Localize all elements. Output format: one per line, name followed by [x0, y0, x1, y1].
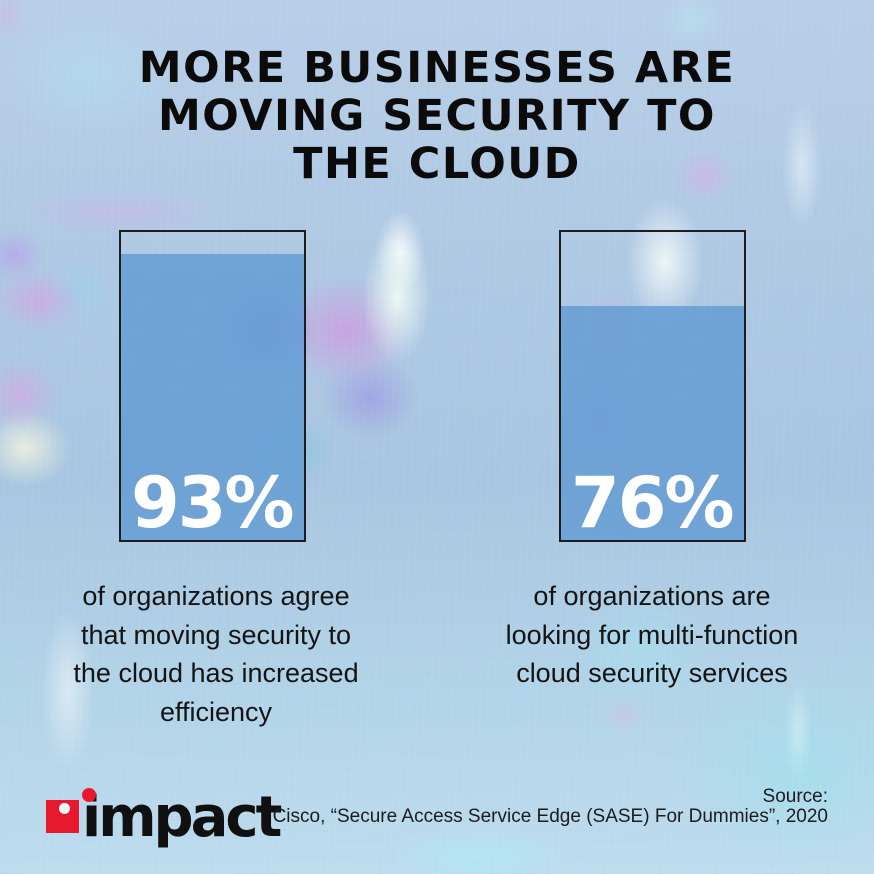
caption-line: looking for multi-function: [505, 619, 799, 650]
bar-fill-76: 76%: [561, 305, 744, 544]
caption-line: efficiency: [159, 696, 273, 727]
title-line: MOVING SECURITY TO: [158, 91, 716, 141]
bar-caption-76: of organizations are looking for multi-f…: [479, 577, 825, 693]
source-reference: Cisco, “Secure Access Service Edge (SASE…: [272, 806, 828, 827]
caption-line: the cloud has increased: [73, 658, 359, 688]
source-citation: Source: Cisco, “Secure Access Service Ed…: [273, 787, 828, 827]
bar-organizations-looking: 76%: [559, 230, 746, 542]
bar-value-label-76: 76%: [571, 462, 735, 544]
bar-caption-93: of organizations agree that moving secur…: [43, 577, 389, 731]
page-title: MORE BUSINESSES ARE MOVING SECURITY TO T…: [0, 44, 874, 188]
bar-fill-93: 93%: [121, 253, 304, 544]
bar-value-label-93: 93%: [131, 462, 295, 544]
title-line: THE CLOUD: [293, 139, 581, 189]
impact-logo-square-dot-icon: [59, 803, 70, 814]
impact-logo-i-dot-icon: [82, 788, 96, 802]
caption-line: of organizations agree: [82, 581, 350, 611]
impact-logo: impact: [46, 785, 282, 850]
caption-line: cloud security services: [516, 658, 788, 688]
impact-logo-text: impact: [82, 785, 282, 850]
impact-logo-square-icon: [46, 800, 79, 833]
source-label: Source:: [762, 786, 828, 807]
title-line: MORE BUSINESSES ARE: [138, 43, 736, 93]
bar-organizations-agree: 93%: [119, 230, 306, 542]
caption-line: of organizations are: [533, 581, 771, 611]
caption-line: that moving security to: [80, 619, 352, 650]
